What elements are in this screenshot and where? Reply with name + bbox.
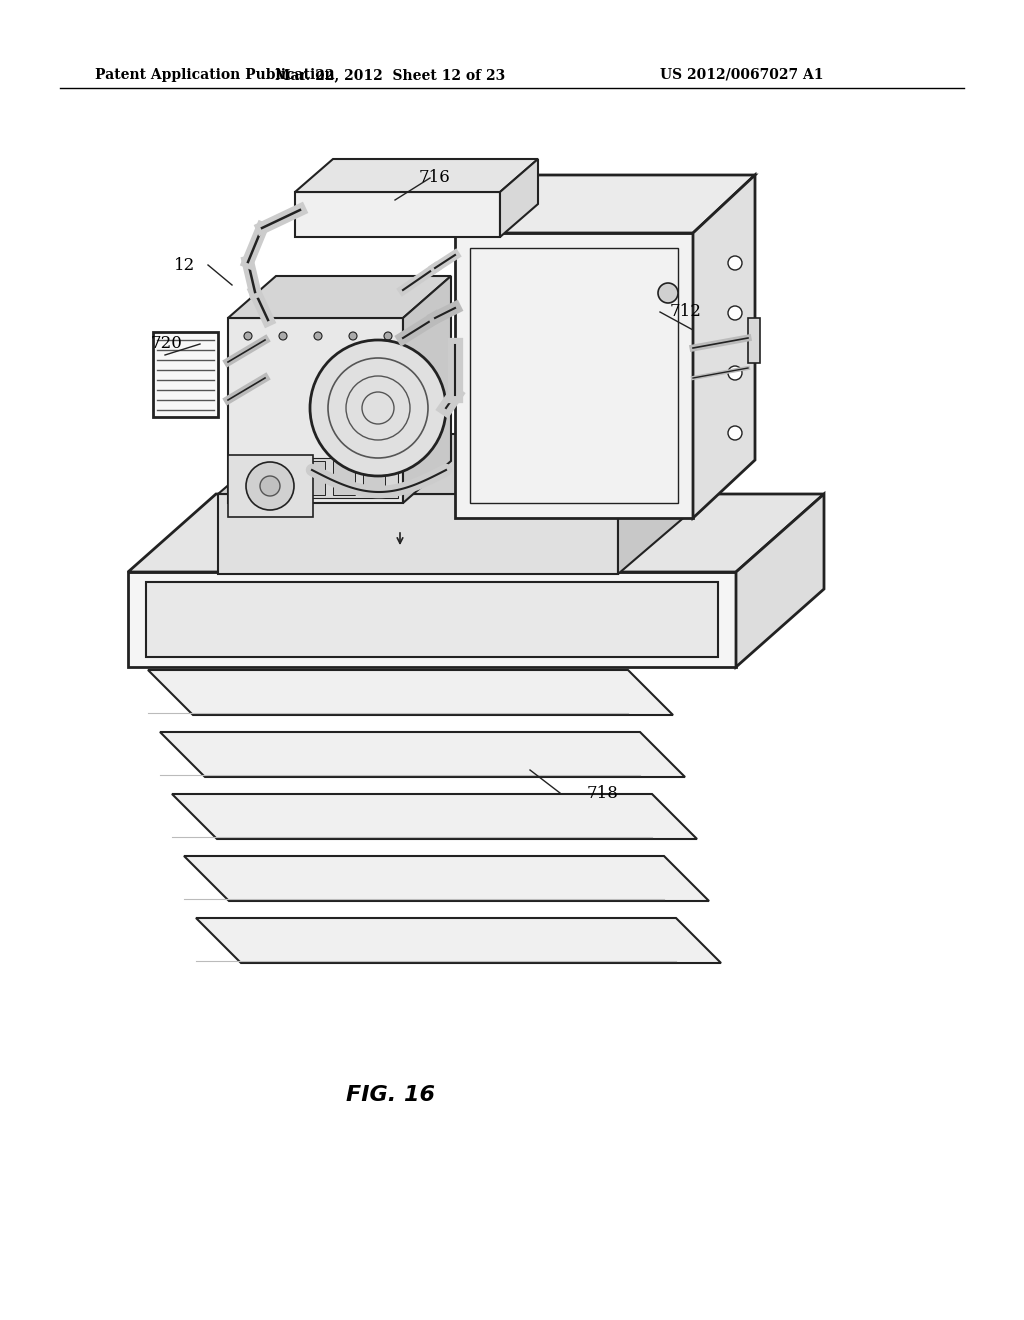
Bar bbox=[748, 318, 760, 363]
Polygon shape bbox=[500, 158, 538, 238]
Bar bbox=[228, 318, 403, 503]
Circle shape bbox=[728, 306, 742, 319]
Bar bbox=[146, 582, 718, 657]
Bar bbox=[295, 191, 500, 238]
Circle shape bbox=[310, 341, 446, 477]
Text: US 2012/0067027 A1: US 2012/0067027 A1 bbox=[660, 69, 823, 82]
Circle shape bbox=[728, 256, 742, 271]
Text: Mar. 22, 2012  Sheet 12 of 23: Mar. 22, 2012 Sheet 12 of 23 bbox=[274, 69, 505, 82]
Polygon shape bbox=[128, 494, 824, 572]
Polygon shape bbox=[196, 917, 721, 964]
Polygon shape bbox=[228, 276, 451, 318]
Polygon shape bbox=[218, 434, 688, 494]
Circle shape bbox=[728, 426, 742, 440]
Polygon shape bbox=[172, 795, 697, 840]
Circle shape bbox=[244, 333, 252, 341]
Bar bbox=[303, 461, 325, 495]
Bar bbox=[470, 248, 678, 503]
Text: 712: 712 bbox=[670, 304, 701, 321]
Polygon shape bbox=[403, 276, 451, 503]
Bar bbox=[273, 461, 295, 495]
Circle shape bbox=[314, 333, 322, 341]
Bar bbox=[128, 572, 736, 667]
Polygon shape bbox=[295, 158, 538, 191]
Polygon shape bbox=[160, 733, 685, 777]
Text: 12: 12 bbox=[174, 256, 195, 273]
Text: 720: 720 bbox=[152, 335, 183, 352]
Circle shape bbox=[260, 477, 280, 496]
Circle shape bbox=[279, 333, 287, 341]
Text: 718: 718 bbox=[587, 784, 618, 801]
Bar bbox=[243, 461, 265, 495]
Bar bbox=[218, 494, 618, 574]
Polygon shape bbox=[184, 855, 709, 902]
Bar bbox=[233, 458, 398, 498]
Polygon shape bbox=[736, 494, 824, 667]
Bar bbox=[228, 455, 313, 517]
Bar bbox=[333, 461, 355, 495]
Bar bbox=[153, 333, 218, 417]
Circle shape bbox=[384, 333, 392, 341]
Bar bbox=[362, 461, 385, 495]
Polygon shape bbox=[455, 176, 755, 234]
Polygon shape bbox=[693, 176, 755, 517]
Circle shape bbox=[658, 282, 678, 304]
Circle shape bbox=[349, 333, 357, 341]
Text: FIG. 16: FIG. 16 bbox=[345, 1085, 434, 1105]
Polygon shape bbox=[148, 671, 673, 715]
Polygon shape bbox=[618, 434, 688, 574]
Text: 716: 716 bbox=[419, 169, 451, 186]
Circle shape bbox=[728, 366, 742, 380]
Text: Patent Application Publication: Patent Application Publication bbox=[95, 69, 335, 82]
Bar bbox=[455, 234, 693, 517]
Circle shape bbox=[246, 462, 294, 510]
